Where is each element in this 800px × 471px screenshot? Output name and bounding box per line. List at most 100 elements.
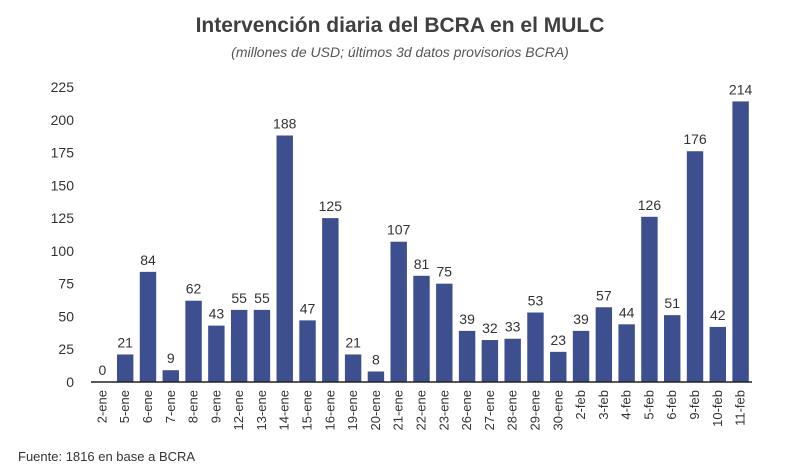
data-label: 75	[437, 264, 453, 280]
x-tick-label: 11-feb	[733, 390, 748, 426]
bar	[572, 330, 590, 382]
bar	[139, 271, 157, 382]
x-tick-label: 20-ene	[368, 390, 383, 430]
data-label: 44	[619, 304, 635, 320]
y-tick-label: 125	[51, 210, 75, 226]
bar	[322, 218, 339, 382]
data-label: 21	[345, 334, 361, 350]
y-tick-label: 75	[58, 276, 74, 292]
source-note: Fuente: 1816 en base a BCRA	[18, 449, 196, 464]
data-label: 39	[573, 311, 589, 327]
x-tick-label: 12-ene	[231, 390, 246, 430]
bar	[504, 338, 521, 382]
data-label: 8	[372, 352, 380, 368]
bar	[276, 135, 293, 382]
x-tick-label: 10-feb	[710, 390, 725, 427]
x-axis: 2-ene 5-ene 6-ene 7-ene 8-ene 9-ene 12-ene 13-e…	[91, 381, 752, 430]
bar	[299, 320, 316, 382]
x-tick-label: 6-feb	[664, 390, 679, 420]
y-tick-label: 225	[51, 79, 75, 95]
x-tick-label: 29-ene	[527, 390, 542, 430]
data-label: 51	[664, 295, 680, 311]
bar	[595, 307, 613, 382]
x-tick-label: 16-ene	[322, 390, 337, 430]
data-label: 176	[683, 131, 707, 147]
data-label: 32	[482, 320, 498, 336]
data-label: 107	[387, 222, 411, 238]
bar	[230, 309, 248, 382]
bar	[641, 216, 658, 382]
data-label: 53	[528, 293, 544, 309]
data-label: 125	[319, 198, 343, 214]
data-labels: 0 21 84 9 62 43 55 55 188 47 125 21 8 107 81 75 39 32 33 53…	[98, 81, 752, 378]
data-label: 62	[186, 281, 202, 297]
bars	[116, 101, 749, 382]
data-label: 23	[550, 332, 566, 348]
bar	[344, 354, 362, 382]
bar	[116, 354, 134, 382]
x-tick-label: 28-ene	[505, 390, 520, 430]
x-tick-label: 30-ene	[550, 390, 565, 430]
y-axis: 0 25 50 75 100 125 150 175 200 225	[51, 79, 75, 390]
bar	[390, 241, 407, 382]
data-label: 188	[273, 116, 297, 132]
bar	[686, 151, 704, 382]
data-label: 84	[140, 252, 156, 268]
bar	[162, 370, 179, 382]
bar	[253, 309, 271, 382]
x-tick-label: 3-feb	[596, 390, 611, 420]
data-label: 9	[167, 350, 175, 366]
x-tick-label: 6-ene	[140, 390, 155, 423]
data-label: 39	[459, 311, 475, 327]
data-label: 81	[414, 256, 430, 272]
bar	[436, 283, 453, 382]
y-tick-label: 175	[51, 145, 75, 161]
bar	[527, 312, 544, 382]
data-label: 126	[638, 197, 662, 213]
data-label: 55	[231, 290, 247, 306]
x-tick-label: 4-feb	[619, 390, 634, 420]
y-tick-label: 100	[51, 243, 75, 259]
x-tick-label: 22-ene	[414, 390, 429, 430]
x-tick-label: 26-ene	[459, 390, 474, 430]
data-label: 33	[505, 319, 521, 335]
y-tick-label: 150	[51, 177, 75, 193]
x-tick-label: 27-ene	[482, 390, 497, 430]
data-label: 57	[596, 287, 612, 303]
chart-title: Intervención diaria del BCRA en el MULC	[195, 14, 605, 37]
data-label: 43	[209, 306, 225, 322]
data-label: 55	[254, 290, 270, 306]
x-tick-label: 8-ene	[186, 390, 201, 423]
bar	[618, 324, 635, 382]
bar	[664, 315, 681, 382]
x-tick-label: 19-ene	[345, 390, 360, 430]
x-tick-label: 15-ene	[300, 390, 315, 430]
data-label: 47	[300, 300, 316, 316]
bar	[481, 340, 499, 382]
y-tick-label: 200	[51, 112, 75, 128]
bar	[458, 330, 476, 382]
chart-subtitle: (millones de USD; últimos 3d datos provi…	[231, 44, 569, 60]
x-tick-label: 9-feb	[687, 390, 702, 420]
data-label: 42	[710, 307, 726, 323]
bar	[367, 371, 385, 382]
bar	[550, 351, 567, 382]
bar	[185, 300, 202, 382]
y-tick-label: 50	[58, 308, 74, 324]
x-tick-label: 2-feb	[573, 390, 588, 420]
y-tick-label: 0	[66, 374, 74, 390]
data-label: 0	[98, 362, 106, 378]
x-tick-label: 2-ene	[94, 390, 109, 423]
data-label: 214	[729, 81, 753, 97]
x-tick-label: 23-ene	[436, 390, 451, 430]
y-tick-label: 25	[58, 341, 74, 357]
x-tick-label: 14-ene	[277, 390, 292, 430]
bar-chart: 0 25 50 75 100 125 150 175 200 225 0 21 84 9 62 43 55 55…	[51, 79, 753, 430]
data-label: 21	[117, 334, 133, 350]
x-tick-label: 5-feb	[641, 390, 656, 420]
bar	[208, 325, 225, 382]
x-tick-label: 21-ene	[391, 390, 406, 430]
bar	[732, 101, 749, 382]
x-tick-label: 5-ene	[117, 390, 132, 423]
x-tick-label: 13-ene	[254, 390, 269, 430]
